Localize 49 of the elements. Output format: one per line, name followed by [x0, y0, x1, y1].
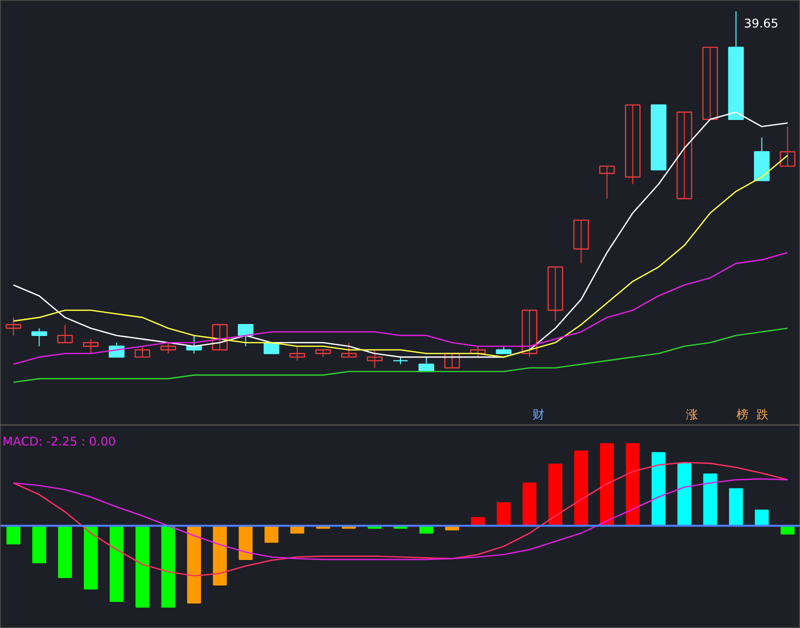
text: 榜: [736, 408, 748, 422]
candlestick: [31, 328, 48, 347]
candlestick: [212, 324, 228, 350]
candlestick: [444, 352, 460, 368]
candlestick: [82, 338, 99, 354]
candlestick: [676, 112, 692, 200]
bar: [84, 525, 98, 590]
candlestick: [624, 104, 641, 185]
bar: [574, 450, 588, 526]
text: 财: [532, 408, 544, 422]
candlestick: [289, 346, 306, 362]
bar: [652, 452, 666, 526]
candlestick: [341, 342, 357, 358]
candlestick: [522, 310, 538, 358]
bar: [161, 525, 176, 608]
bar: [238, 525, 253, 560]
candlestick: [702, 46, 718, 120]
bar: [135, 525, 150, 608]
bar: [58, 525, 72, 578]
text: 跌: [756, 408, 768, 422]
candlestick: [599, 166, 615, 200]
bar: [600, 443, 614, 526]
candlestick: [57, 324, 73, 344]
annotation: 39.65: [744, 16, 778, 30]
candlestick: [780, 126, 796, 167]
bar: [32, 525, 46, 564]
candlestick: [470, 346, 486, 358]
bar: [703, 473, 718, 526]
bar: [548, 464, 562, 526]
candlestick: [548, 266, 564, 322]
bar: [522, 482, 536, 526]
candlestick: [238, 324, 254, 347]
bar: [264, 525, 278, 543]
bar: [496, 502, 511, 526]
candlestick: [6, 316, 22, 336]
candlestick: [573, 220, 589, 264]
text: 涨: [686, 408, 698, 422]
bar: [110, 525, 124, 602]
bar: [729, 488, 743, 526]
candlestick: [366, 349, 383, 368]
candlestick: [134, 346, 150, 358]
bar: [187, 525, 201, 604]
bar: [626, 443, 640, 526]
bar: [6, 525, 20, 544]
chart-title: MACD: -2.25 : 0.00: [2, 434, 116, 448]
candlestick: [160, 342, 176, 354]
bar: [212, 525, 227, 586]
bar: [677, 462, 692, 526]
bar: [754, 510, 769, 526]
